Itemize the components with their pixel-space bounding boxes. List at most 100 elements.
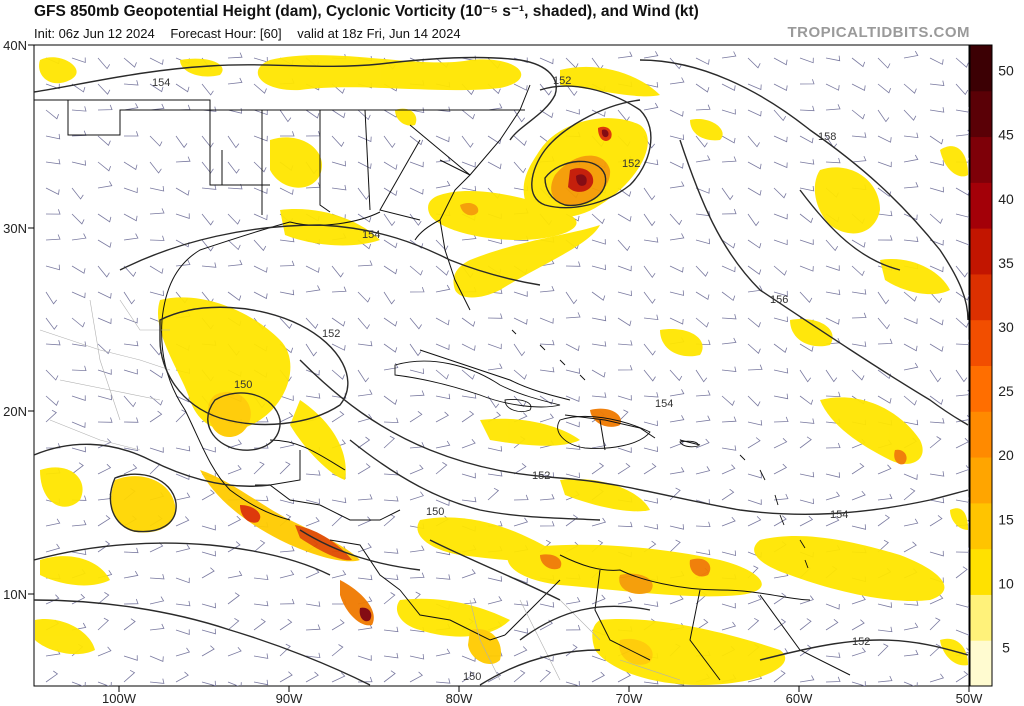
wind-barb [279,570,295,579]
wind-barb [253,109,268,116]
wind-barb [955,465,969,475]
wind-barb [71,446,86,453]
wind-barb [513,369,527,380]
wind-barb [591,213,605,225]
wind-barb [799,395,814,406]
wind-barb [279,187,294,195]
contour-label: 158 [818,131,836,143]
colorbar-swatch [970,319,992,366]
wind-barb [877,675,893,683]
wind-barb [357,340,373,347]
wind-barb [903,600,919,606]
wind-barb [227,439,242,449]
wind-barb [97,317,112,325]
wind-barb [851,312,867,319]
wind-barb [591,392,607,398]
wind-barb [955,339,969,346]
wind-barb [513,463,527,475]
wind-barb [799,159,815,165]
wind-barb [669,539,681,553]
wind-barb [773,670,786,683]
wind-barb [929,107,945,113]
wind-barb [695,390,711,397]
wind-barb [929,57,944,65]
wind-barb [617,265,632,272]
wind-barb [123,213,138,222]
wind-barb [955,83,969,96]
wind-barb [175,187,190,196]
wind-barb [747,135,760,148]
wind-barb [201,262,217,268]
wind-barb [149,596,165,605]
wind-barb [773,213,788,220]
wind-barb [71,187,84,200]
wind-barb [175,492,191,501]
wind-barb [799,265,814,272]
wind-barb [97,343,111,355]
wind-barb [149,208,165,215]
wind-barb [929,515,943,527]
wind-barb [929,550,944,557]
wind-barb [721,602,736,609]
wind-barb [617,317,632,327]
wind-barb [435,284,451,293]
wind-barb [357,135,372,143]
wind-barb [929,239,944,246]
colorbar-labels: 5 10 15 20 25 30 35 40 45 50 [998,63,1014,656]
wind-barb [617,596,633,605]
wind-barb [280,131,295,137]
wind-barb [435,393,451,400]
wind-barb [929,436,942,449]
colorbar-swatch [970,548,992,595]
wind-barb [149,410,163,423]
wind-barb [383,213,396,227]
wind-barb [305,369,320,376]
wind-barb [955,437,969,449]
wind-barb [175,600,191,607]
wind-barb [825,652,841,658]
wind-barb [123,103,139,111]
latitude-axis [28,44,34,595]
wind-barb [513,628,529,634]
wind-barb [123,669,136,683]
wind-barb [461,569,476,579]
wind-barb [643,523,659,530]
wind-barb [71,462,84,475]
wind-barb [487,471,503,477]
wind-barb [877,602,893,608]
wind-barb [643,265,656,278]
colorbar-tick-label: 35 [998,255,1014,271]
wind-barb [227,77,243,85]
wind-barb [825,104,841,111]
wind-barb [149,135,163,147]
wind-barb [851,57,866,68]
wind-barb [71,233,87,241]
wind-barb [279,260,295,267]
wind-barb [123,570,139,579]
wind-barb [201,135,214,148]
wind-barb [331,672,346,683]
wind-barb [955,212,969,218]
wind-barb [331,570,347,579]
colorbar-swatch [970,45,992,92]
wind-barb [721,337,737,345]
wind-barb [149,235,165,241]
wind-barb [123,340,139,347]
wind-barb [929,594,944,605]
wind-barb [201,602,216,609]
wind-barb [487,313,503,319]
colorbar-swatch [970,640,992,687]
wind-barb [721,109,736,115]
wind-barb [721,135,736,144]
wind-barb [71,681,86,686]
wind-barb [175,135,188,149]
wind-barb [955,629,969,636]
colorbar-tick-label: 15 [998,511,1014,527]
wind-barb [695,438,710,449]
wind-barb [461,161,476,168]
chart-title: GFS 850mb Geopotential Height (dam), Cyc… [34,3,699,20]
contour-label: 150 [463,671,481,683]
init-time: Init: 06z Jun 12 2024 [34,26,155,41]
wind-barb [357,260,373,267]
wind-barb [487,446,503,452]
